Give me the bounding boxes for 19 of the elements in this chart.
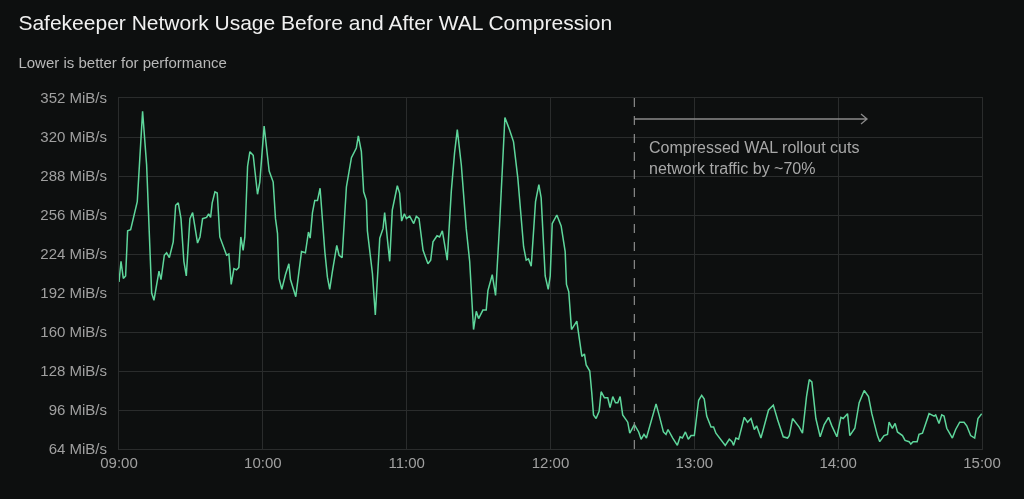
chart-title: Safekeeper Network Usage Before and After WAL Compression [18,10,613,34]
y-tick-label: 192 MiB/s [40,284,107,302]
x-tick-label: 15:00 [963,454,1001,471]
x-tick-label: 13:00 [675,454,714,471]
x-tick-label: 11:00 [388,454,425,471]
y-tick-label: 224 MiB/s [40,245,107,263]
y-tick-label: 288 MiB/s [40,167,107,185]
y-tick-label: 128 MiB/s [40,362,107,380]
y-tick-label: 160 MiB/s [40,323,107,341]
x-tick-label: 12:00 [531,454,570,471]
y-tick-label: 256 MiB/s [40,206,107,224]
chart-subtitle: Lower is better for performance [18,54,227,72]
x-tick-label: 10:00 [244,454,282,471]
ref-line-label: Compressed WAL rollout cuts network traffic by ~70% [649,139,860,177]
line-series [119,110,982,447]
y-tick-label: 352 MiB/s [40,89,107,107]
y-tick-label: 96 MiB/s [48,401,107,419]
y-tick-label: 320 MiB/s [40,128,107,146]
x-tick-label: 14:00 [819,454,857,471]
